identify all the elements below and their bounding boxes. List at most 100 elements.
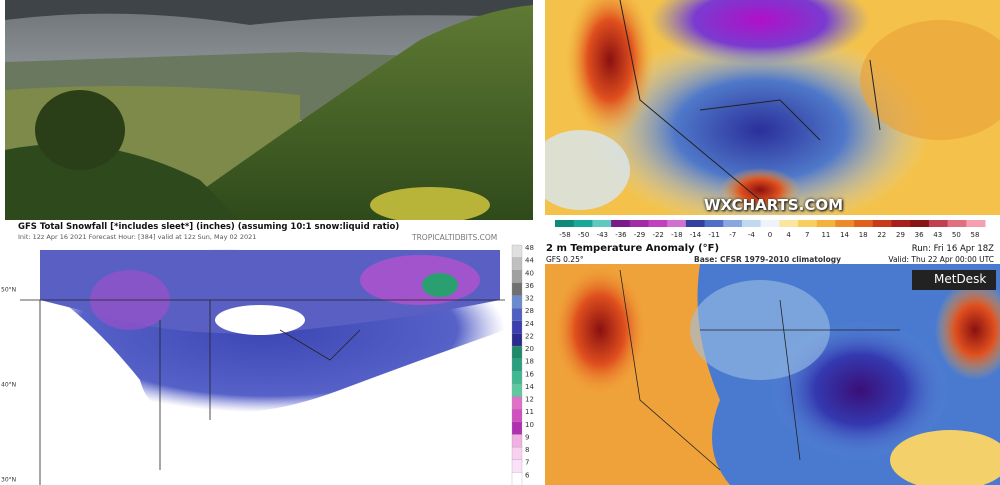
run: Run: Fri 16 Apr 18Z xyxy=(911,244,994,254)
colorbar-swatch xyxy=(798,220,818,227)
colorbar-label: -18 xyxy=(671,231,682,239)
map-title: 2 m Temperature Anomaly (°F) xyxy=(546,243,720,254)
colorbar-swatch xyxy=(511,358,523,372)
temperature-map-top xyxy=(545,0,1000,215)
colorbar-swatch xyxy=(779,220,799,227)
colorbar-label: 7 xyxy=(805,231,809,239)
colorbar-swatch xyxy=(891,220,911,227)
colorbar-label: 6 xyxy=(525,471,530,479)
colorbar-label: 18 xyxy=(525,358,534,366)
colorbar-swatch xyxy=(629,220,649,227)
colorbar-swatch xyxy=(511,320,523,335)
colorbar-label: -50 xyxy=(578,231,589,239)
colorbar-swatch xyxy=(511,383,523,398)
colorbar-label: -58 xyxy=(559,231,570,239)
colorbar-swatch xyxy=(511,459,523,474)
colorbar-swatch xyxy=(511,270,523,284)
colorbar-snow: 48 44 40 36 32 28 24 22 20 18 16 14 12 11 10 9 8 7 6 xyxy=(511,244,534,485)
watermark: WXCHARTS.COM xyxy=(704,196,844,214)
colorbar-label: 4 xyxy=(786,231,791,239)
base: Base: CFSR 1979-2010 climatology xyxy=(694,255,842,264)
colorbar-swatch xyxy=(854,220,874,227)
colorbar-label: 18 xyxy=(859,231,868,239)
map-subtitle: Init: 12z Apr 16 2021 Forecast Hour: [38… xyxy=(18,233,257,241)
colorbar-label: -11 xyxy=(708,231,719,239)
colorbar-swatch xyxy=(511,421,523,436)
colorbar-swatch xyxy=(511,446,523,461)
colorbar-label: 48 xyxy=(525,244,534,252)
colorbar-label: -4 xyxy=(748,231,756,239)
colorbar-label: 8 xyxy=(525,446,529,454)
colorbar-swatch xyxy=(511,371,523,385)
colorbar-label: 44 xyxy=(525,257,534,265)
temperature-anomaly-map xyxy=(545,264,1000,485)
colorbar-label: 36 xyxy=(915,231,924,239)
colorbar-label: 50 xyxy=(952,231,961,239)
colorbar-swatch xyxy=(704,220,724,227)
colorbar-swatch xyxy=(611,220,631,227)
colorbar-swatch xyxy=(741,220,762,227)
colorbar-label: 24 xyxy=(525,320,534,328)
colorbar-swatch xyxy=(910,220,930,227)
colorbar-swatch xyxy=(511,333,523,347)
metdesk-logo-bg xyxy=(912,270,996,290)
colorbar-label: 10 xyxy=(525,421,534,429)
colorbar-label: 9 xyxy=(525,433,529,441)
colorbar-swatch xyxy=(573,220,593,227)
latitude-label: 50°N xyxy=(1,287,16,294)
colorbar-label: 16 xyxy=(525,370,534,378)
colorbar-label: 36 xyxy=(525,282,534,290)
colorbar-swatch xyxy=(760,220,780,227)
colorbar-swatch xyxy=(723,220,743,227)
colorbar-swatch xyxy=(555,220,575,227)
colorbar-label: 22 xyxy=(525,332,534,340)
colorbar-swatch xyxy=(947,220,967,227)
colorbar-swatch xyxy=(667,220,687,227)
colorbar-label: 32 xyxy=(525,295,534,303)
colorbar-swatch xyxy=(511,244,523,259)
colorbar-label: 11 xyxy=(525,408,534,416)
colorbar-label: -14 xyxy=(690,231,702,239)
colorbar-label: 12 xyxy=(525,396,534,404)
colorbar-label: 14 xyxy=(840,231,849,239)
colorbar-label: 22 xyxy=(877,231,886,239)
colorbar-label: -7 xyxy=(729,231,736,239)
colorbar-swatch xyxy=(511,282,523,297)
colorbar-label: 40 xyxy=(525,269,534,277)
colorbar-label: 58 xyxy=(971,231,980,239)
colorbar-swatch xyxy=(511,295,523,309)
colorbar-swatch xyxy=(928,220,949,227)
colorbar-swatch xyxy=(685,220,706,227)
colorbar-swatch xyxy=(648,220,668,227)
colorbar-swatch xyxy=(511,308,523,322)
colorbar-swatch xyxy=(835,220,855,227)
colorbar-swatch xyxy=(511,434,523,448)
colorbar-swatch xyxy=(816,220,836,227)
colorbar-swatch xyxy=(872,220,893,227)
colorbar-label: 11 xyxy=(821,231,830,239)
colorbar-top: -58 -50 -43 -36 -29 -22 -18 -14 -11 -7 -4 0 4 7 11 14 18… xyxy=(555,220,986,239)
colorbar-swatch xyxy=(966,220,986,227)
valid: Valid: Thu 22 Apr 00:00 UTC xyxy=(888,255,994,264)
colorbar-label: 14 xyxy=(525,383,534,391)
colorbar-label: 29 xyxy=(896,231,905,239)
logo: MetDesk xyxy=(934,272,987,286)
colorbar-swatch xyxy=(592,220,612,227)
colorbar-swatch xyxy=(511,396,523,410)
colorbar-label: 43 xyxy=(933,231,942,239)
source: TROPICALTIDBITS.COM xyxy=(412,233,498,242)
colorbar-label: -22 xyxy=(652,231,663,239)
colorbar-label: -43 xyxy=(597,231,608,239)
colorbar-label: -29 xyxy=(634,231,645,239)
landscape-photo xyxy=(5,0,533,220)
colorbar-label: 0 xyxy=(768,231,772,239)
colorbar-label: 28 xyxy=(525,307,534,315)
colorbar-swatch xyxy=(511,472,523,485)
latitude-label: 40°N xyxy=(1,382,16,389)
colorbar-label: 7 xyxy=(525,459,529,467)
colorbar-swatch xyxy=(511,345,523,360)
colorbar-swatch xyxy=(511,409,523,423)
colorbar-label: -36 xyxy=(615,231,627,239)
